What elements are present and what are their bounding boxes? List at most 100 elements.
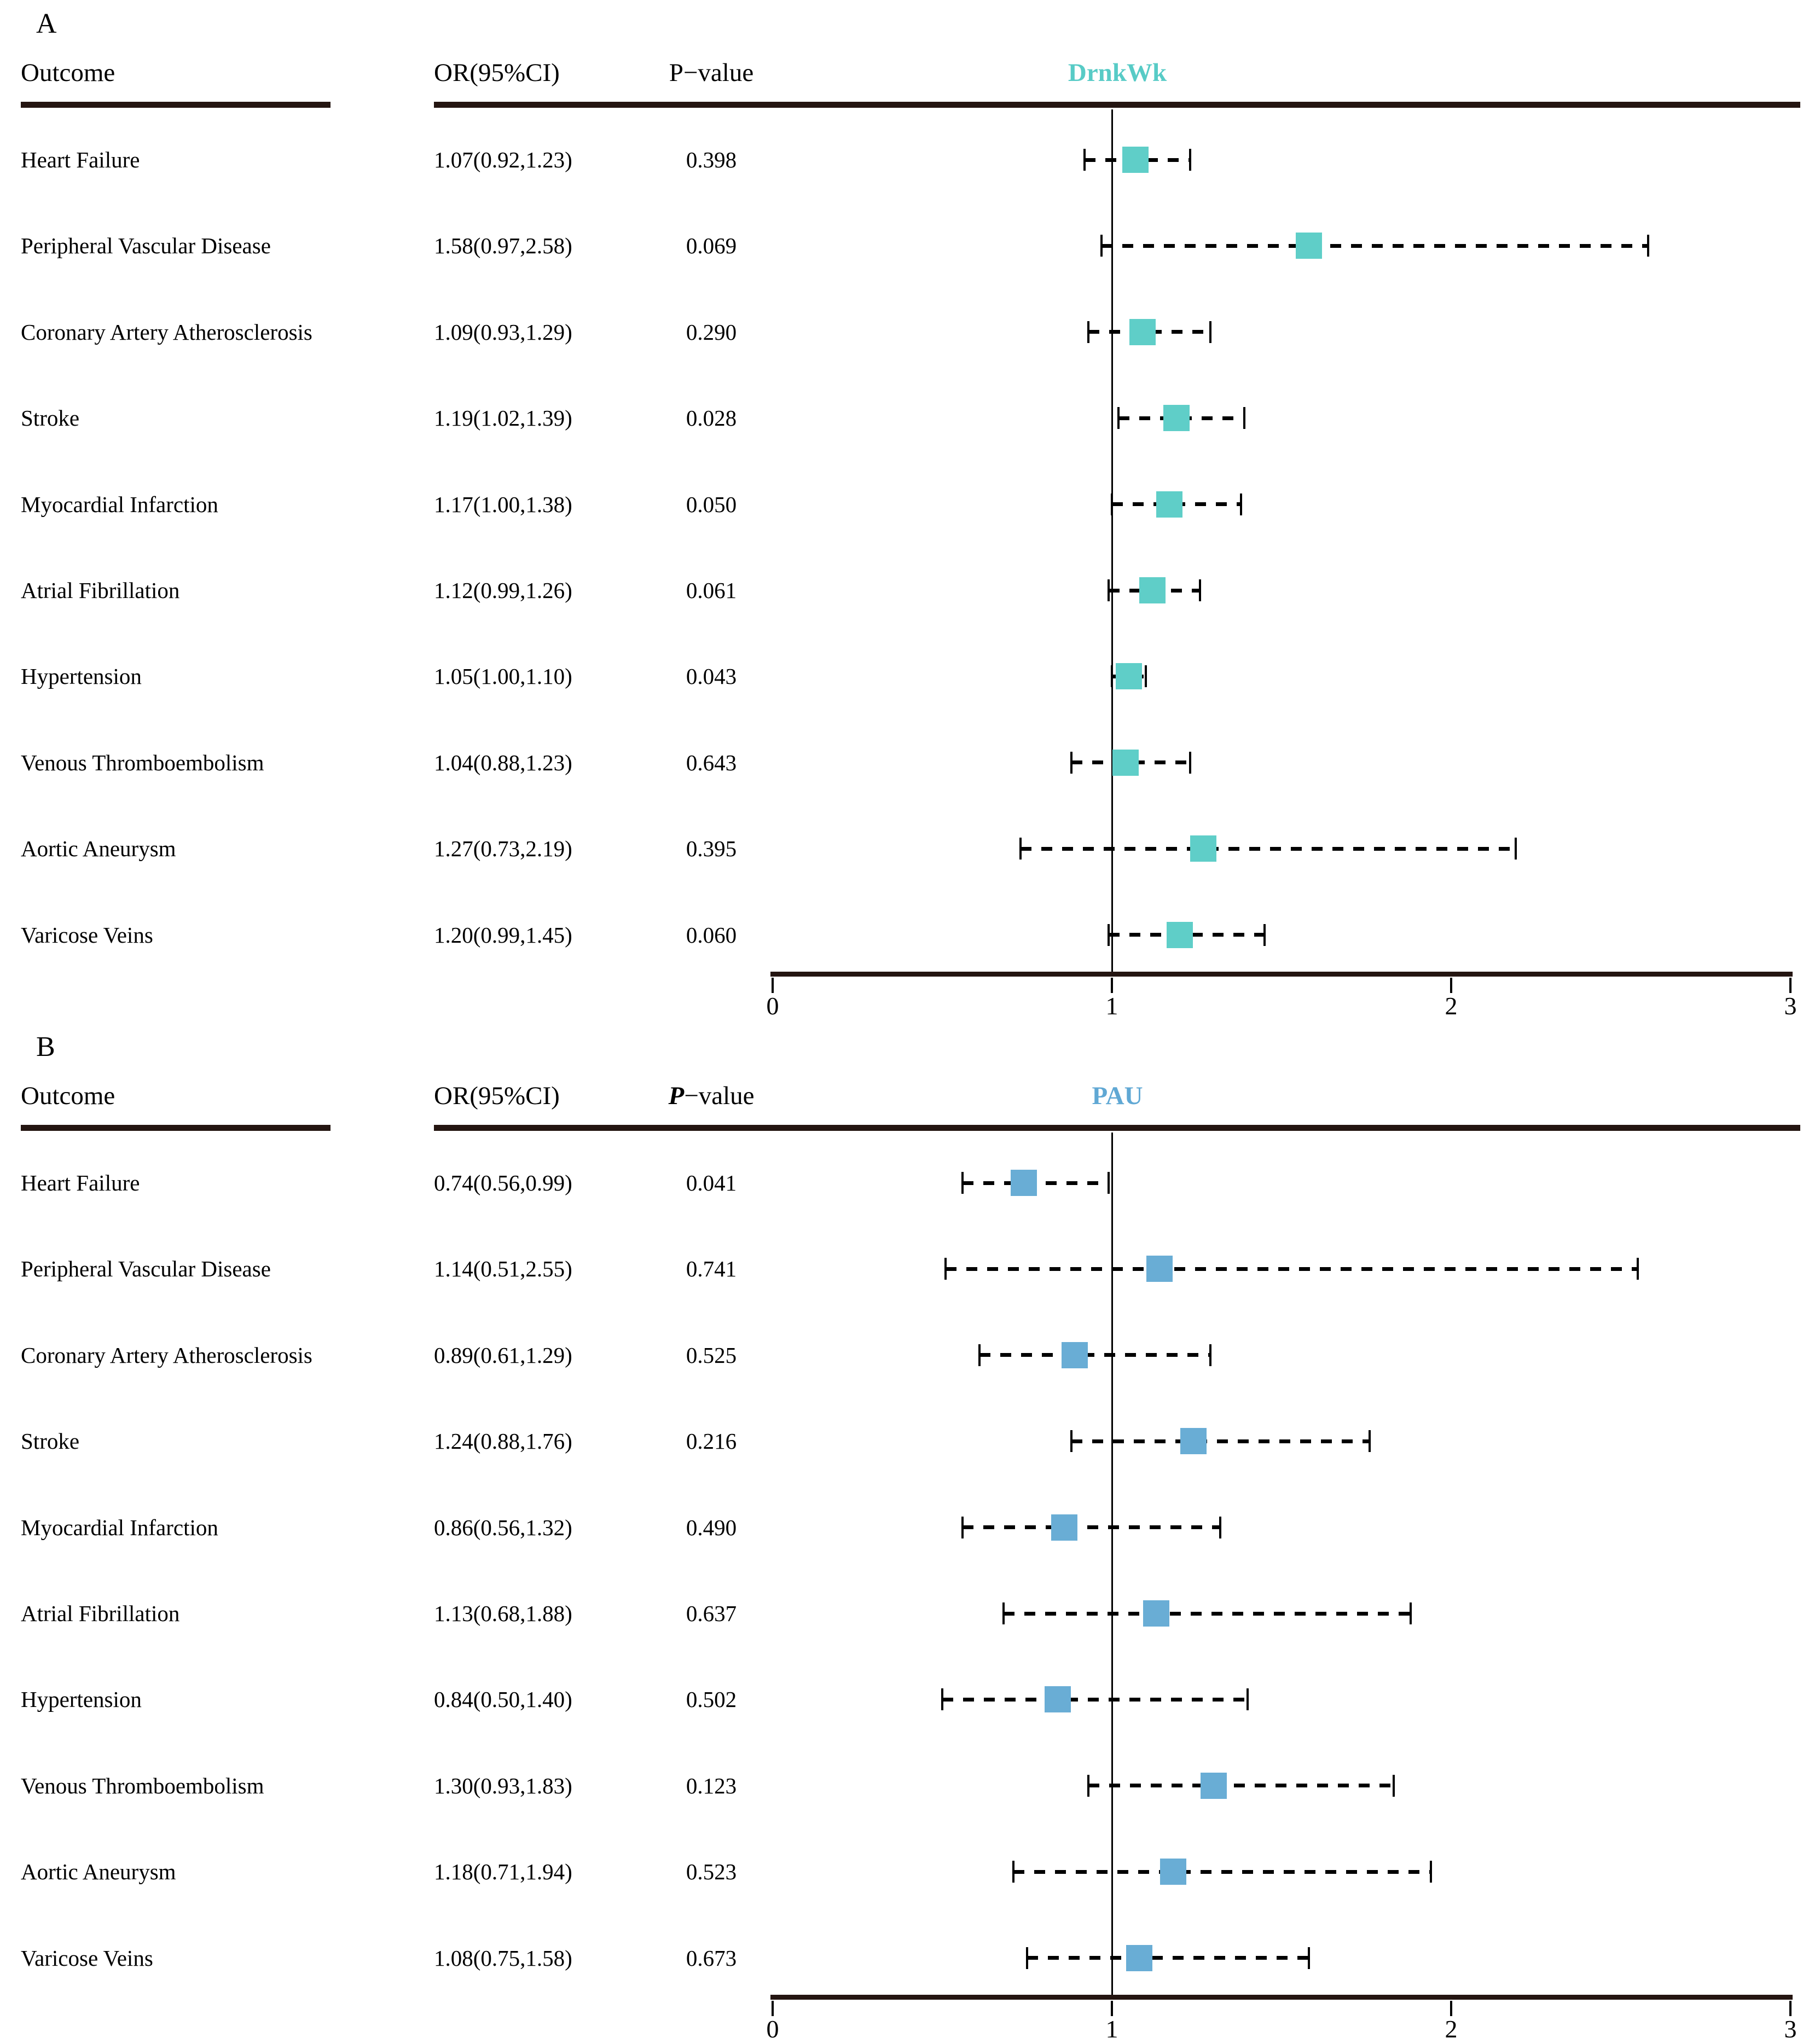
header-rule-right [434, 1125, 1800, 1131]
ci-cap-high [1209, 1344, 1211, 1366]
or-marker [1010, 1170, 1037, 1196]
outcome-label: Varicose Veins [21, 922, 153, 948]
ci-cap-high [1247, 1688, 1249, 1711]
or-ci-value: 1.24(0.88,1.76) [434, 1429, 572, 1454]
outcome-label: Hypertension [21, 1687, 142, 1712]
p-value: 0.637 [686, 1601, 737, 1626]
ci-cap-high [1647, 235, 1649, 257]
ci-cap-high [1514, 838, 1517, 860]
or-ci-value: 1.58(0.97,2.58) [434, 233, 572, 259]
panel-a-label: A [36, 8, 57, 39]
or-ci-value: 1.18(0.71,1.94) [434, 1859, 572, 1885]
outcome-label: Coronary Artery Atherosclerosis [21, 319, 312, 345]
ci-cap-high [1219, 1516, 1222, 1538]
or-marker [1122, 147, 1149, 173]
header-rule-right [434, 102, 1800, 108]
exposure-title: DrnkWk [1068, 59, 1167, 87]
ci-interval-line [946, 1267, 1638, 1271]
x-axis-tick-label: 3 [1784, 2015, 1797, 2043]
x-axis-line [770, 972, 1793, 977]
p-value-column-header: P−value [669, 59, 754, 87]
ci-cap-high [1145, 665, 1147, 688]
ci-cap-high [1263, 924, 1266, 946]
p-value: 0.502 [686, 1687, 737, 1712]
p-value: 0.043 [686, 664, 737, 689]
ci-cap-low [1070, 1430, 1072, 1453]
ci-cap-low [1111, 493, 1113, 515]
ci-interval-line [1027, 1956, 1309, 1960]
or-ci-value: 1.13(0.68,1.88) [434, 1601, 572, 1626]
ci-cap-high [1189, 149, 1191, 171]
p-value: 0.028 [686, 405, 737, 431]
p-value: 0.216 [686, 1429, 737, 1454]
ci-cap-low [1111, 665, 1113, 688]
or-marker [1116, 663, 1142, 690]
p-value: 0.069 [686, 233, 737, 259]
or-marker [1156, 491, 1183, 518]
or-marker [1163, 405, 1190, 432]
ci-cap-low [941, 1688, 943, 1711]
x-axis-line [770, 1995, 1793, 2000]
or-ci-value: 1.04(0.88,1.23) [434, 750, 572, 775]
ci-cap-low [1002, 1602, 1005, 1624]
ci-interval-line [1003, 1611, 1411, 1616]
outcome-label: Aortic Aneurysm [21, 836, 176, 862]
outcome-label: Myocardial Infarction [21, 1514, 218, 1540]
x-axis-tick-label: 2 [1445, 992, 1458, 1020]
or-ci-value: 1.05(1.00,1.10) [434, 664, 572, 689]
outcome-label: Stroke [21, 1429, 80, 1454]
header-rule-left [21, 102, 331, 108]
ci-interval-line [979, 1353, 1210, 1357]
ci-interval-line [963, 1525, 1221, 1530]
p-value: 0.673 [686, 1945, 737, 1971]
ci-cap-low [1083, 149, 1086, 171]
x-axis-tick [1450, 2001, 1452, 2016]
x-axis-tick-label: 1 [1105, 2015, 1118, 2043]
or-marker [1051, 1514, 1078, 1541]
ci-cap-low [961, 1516, 964, 1538]
or-marker [1044, 1686, 1071, 1713]
ci-cap-low [1107, 579, 1110, 601]
or-marker [1295, 233, 1322, 259]
or-ci-column-header: OR(95%CI) [434, 1082, 560, 1110]
x-axis-tick [1450, 978, 1452, 993]
ci-cap-low [1070, 751, 1072, 774]
or-ci-value: 0.86(0.56,1.32) [434, 1514, 572, 1540]
ci-cap-high [1209, 321, 1211, 343]
x-axis-tick [1789, 978, 1792, 993]
or-ci-value: 1.17(1.00,1.38) [434, 491, 572, 517]
panel-a-drnkwk: A Outcome OR(95%CI) P−value DrnkWk Heart… [21, 8, 1800, 1020]
outcome-label: Coronary Artery Atherosclerosis [21, 1342, 312, 1368]
ci-interval-line [1101, 243, 1648, 248]
x-axis-tick-label: 2 [1445, 2015, 1458, 2043]
or-ci-value: 1.27(0.73,2.19) [434, 836, 572, 862]
outcome-label: Peripheral Vascular Disease [21, 233, 271, 259]
outcome-label: Myocardial Infarction [21, 491, 218, 517]
ci-cap-high [1239, 493, 1242, 515]
ci-interval-line [1088, 1784, 1394, 1788]
x-axis-tick [772, 978, 774, 993]
ci-interval-line [1020, 846, 1516, 851]
or-ci-value: 1.20(0.99,1.45) [434, 922, 572, 948]
ci-cap-low [1012, 1861, 1015, 1883]
or-ci-value: 1.08(0.75,1.58) [434, 1945, 572, 1971]
p-value: 0.490 [686, 1514, 737, 1540]
outcome-label: Atrial Fibrillation [21, 578, 180, 603]
ci-cap-high [1107, 1172, 1110, 1194]
p-value: 0.050 [686, 491, 737, 517]
p-value: 0.525 [686, 1342, 737, 1368]
ci-cap-high [1189, 751, 1191, 774]
outcome-label: Heart Failure [21, 1170, 140, 1195]
ci-cap-high [1637, 1258, 1639, 1280]
or-marker [1201, 1772, 1227, 1799]
ci-cap-low [1107, 924, 1110, 946]
ci-cap-high [1307, 1947, 1310, 1969]
ci-cap-low [1100, 235, 1103, 257]
outcome-column-header: Outcome [21, 59, 115, 87]
p-value: 0.060 [686, 922, 737, 948]
or-ci-column-header: OR(95%CI) [434, 59, 560, 87]
or-ci-value: 1.12(0.99,1.26) [434, 578, 572, 603]
p-value: 0.741 [686, 1256, 737, 1282]
outcome-label: Peripheral Vascular Disease [21, 1256, 271, 1282]
